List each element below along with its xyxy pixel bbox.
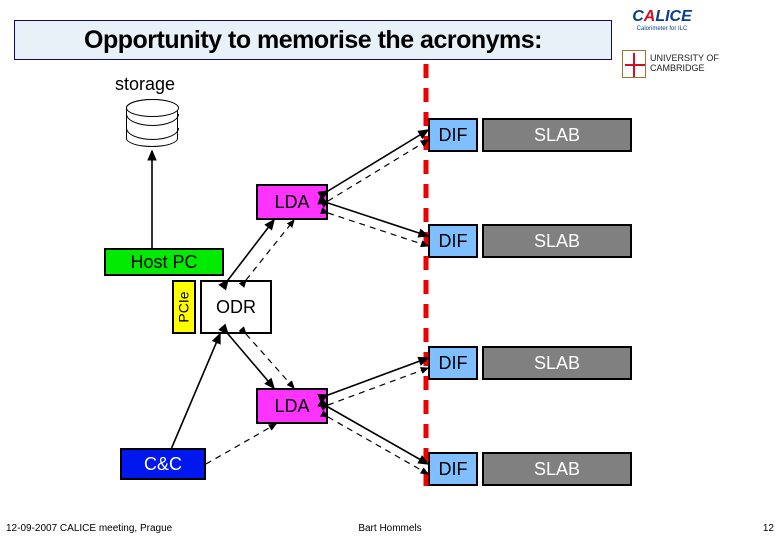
calice-red: A	[644, 8, 656, 25]
footer-center: Bart Hommels	[358, 523, 421, 534]
lda-box-bottom: LDA	[256, 388, 328, 424]
page-title: Opportunity to memorise the acronyms:	[84, 26, 542, 55]
dif-box-3: DIF	[428, 452, 478, 486]
dif-box-2: DIF	[428, 346, 478, 380]
dif-box-1: DIF	[428, 224, 478, 258]
calice-subtitle: Calorimeter for ILC	[637, 26, 688, 32]
pcie-box: PCIe	[172, 280, 196, 334]
footer-left: 12-09-2007 CALICE meeting, Prague	[6, 523, 172, 534]
calice-logo: CALICE Calorimeter for ILC	[622, 8, 702, 44]
diagram-canvas: storageHost PCPCIeODRLDALDAC&CDIFSLABDIF…	[0, 64, 780, 514]
lda-box-top: LDA	[256, 184, 328, 220]
dif-box-0: DIF	[428, 118, 478, 152]
slab-box-2: SLAB	[482, 346, 632, 380]
cc-box: C&C	[120, 448, 206, 480]
slab-box-1: SLAB	[482, 224, 632, 258]
calice-pre: C	[632, 8, 644, 25]
calice-logo-text: CALICE	[632, 8, 692, 26]
slab-box-0: SLAB	[482, 118, 632, 152]
odr-box: ODR	[200, 280, 272, 334]
calice-post: LICE	[655, 8, 691, 25]
storage-cylinder-icon	[126, 99, 178, 147]
footer-page-number: 12	[763, 523, 774, 534]
title-bar: Opportunity to memorise the acronyms:	[14, 20, 612, 60]
slab-box-3: SLAB	[482, 452, 632, 486]
hostpc-box: Host PC	[104, 248, 224, 276]
storage-label: storage	[115, 74, 175, 95]
connections	[0, 64, 780, 514]
